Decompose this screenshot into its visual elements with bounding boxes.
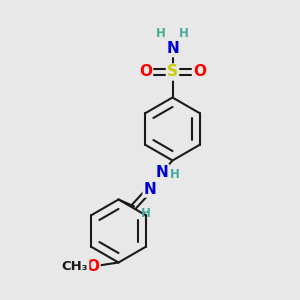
Text: N: N [166,41,179,56]
Text: N: N [144,182,156,196]
Text: H: H [179,27,189,40]
Text: H: H [170,168,179,182]
Text: O: O [193,64,206,80]
Text: H: H [156,27,166,40]
Text: O: O [86,259,100,274]
Text: N: N [156,165,168,180]
Text: S: S [167,64,178,80]
Text: O: O [139,64,152,80]
Text: CH₃: CH₃ [62,260,88,273]
Text: H: H [141,207,150,220]
